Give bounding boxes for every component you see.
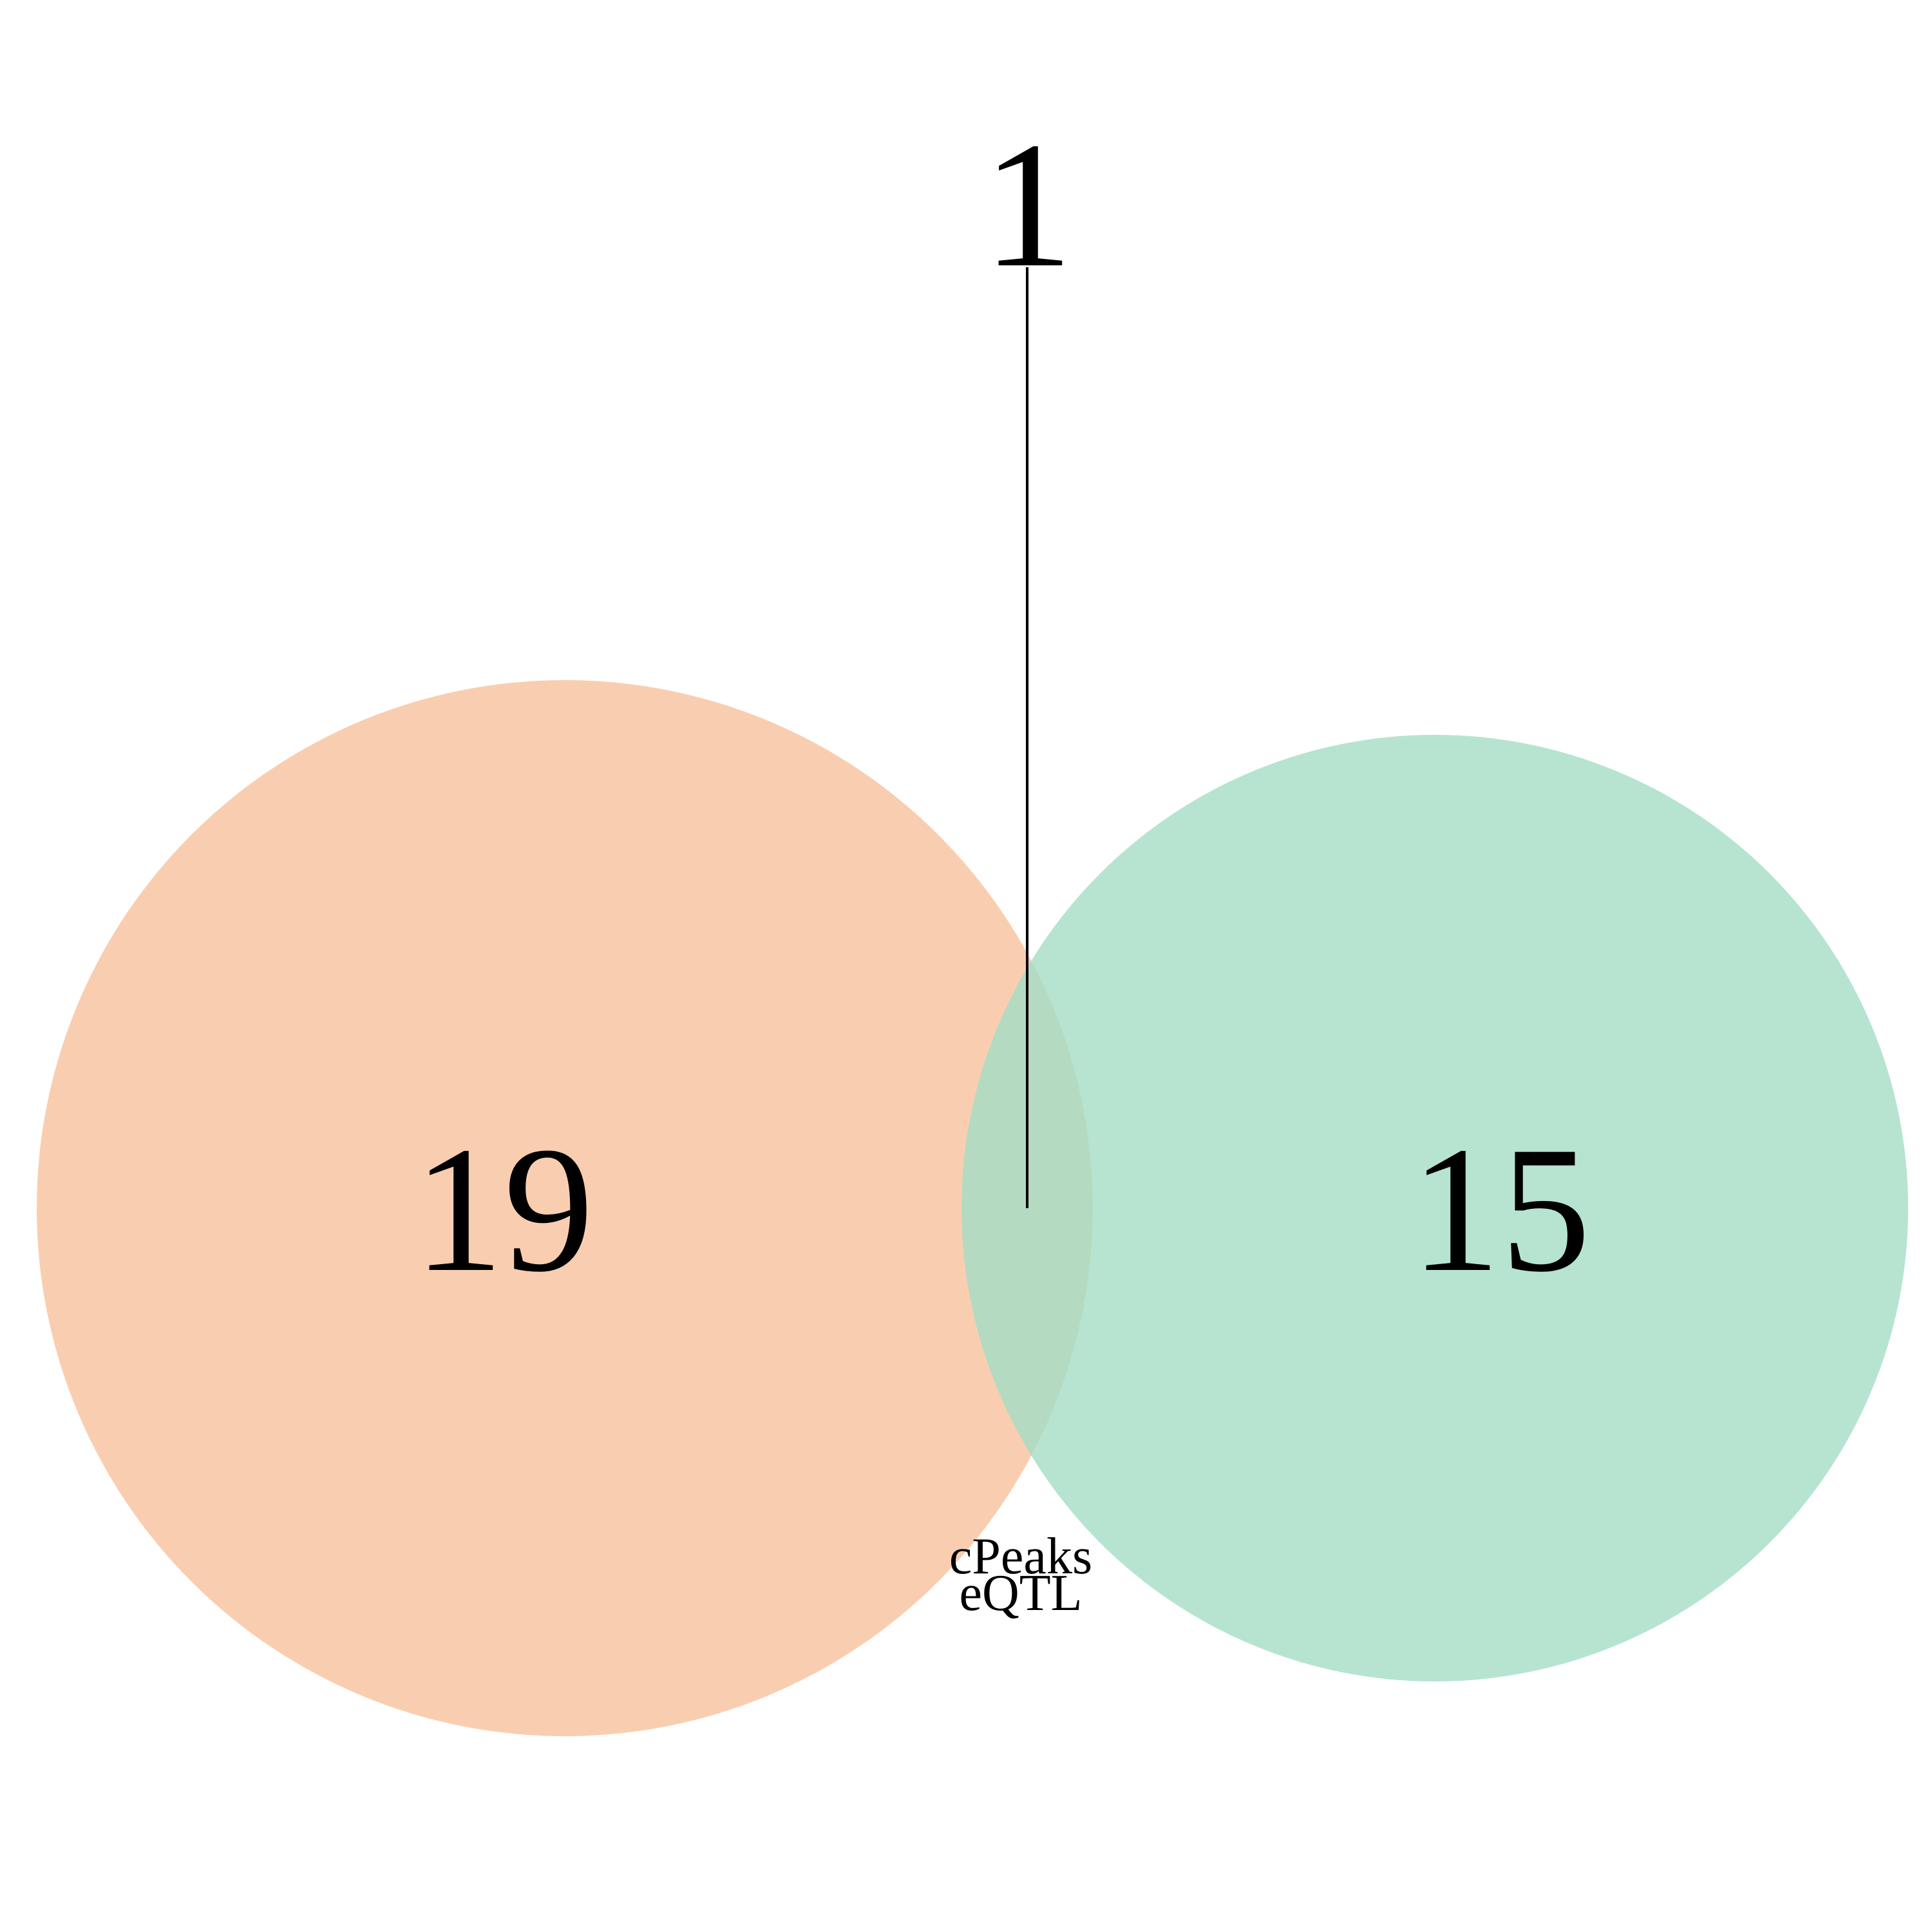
eqtl-set-label: eQTL bbox=[959, 1565, 1082, 1622]
intersection-count: 1 bbox=[983, 104, 1073, 305]
cpeaks-circle bbox=[37, 680, 1093, 1736]
eqtl-only-count: 15 bbox=[1410, 1109, 1591, 1309]
cpeaks-only-count: 19 bbox=[413, 1109, 594, 1309]
eqtl-circle bbox=[961, 735, 1908, 1681]
cpeaks-set-label: cPeaks bbox=[949, 1528, 1092, 1585]
